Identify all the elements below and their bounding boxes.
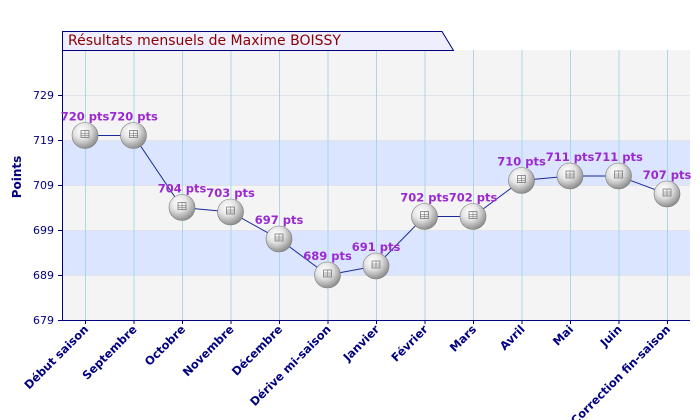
data-label: 702 pts <box>400 191 449 205</box>
x-tick-label: Janvier <box>340 322 383 365</box>
x-tick-label: Dérive mi-saison <box>247 322 334 409</box>
data-point <box>168 194 196 221</box>
data-point <box>605 162 632 190</box>
axes <box>58 38 690 324</box>
data-label: 711 pts <box>546 150 595 164</box>
x-tick-label: Mai <box>550 322 576 348</box>
data-point <box>653 180 681 208</box>
data-point <box>411 203 438 230</box>
data-label: 703 pts <box>206 186 255 200</box>
data-label: 691 pts <box>352 240 401 254</box>
x-tick-label: Juin <box>597 322 625 350</box>
y-tick-label: 699 <box>33 224 54 237</box>
data-point <box>71 122 99 149</box>
data-label: 710 pts <box>497 155 546 169</box>
data-point <box>120 122 147 149</box>
x-tick-label: Correction fin-saison <box>568 322 673 420</box>
data-label: 711 pts <box>594 150 643 164</box>
data-point <box>265 225 293 253</box>
x-tick-label: Début saison <box>21 322 91 392</box>
data-point <box>362 252 390 280</box>
x-tick-label: Février <box>388 322 430 364</box>
data-label: 702 pts <box>449 191 498 205</box>
y-tick-label: 679 <box>33 314 54 327</box>
x-tick-label: Mars <box>447 322 479 354</box>
data-point <box>508 167 535 194</box>
chart-title-box <box>62 31 454 51</box>
x-tick-label: Novembre <box>180 322 237 379</box>
data-label: 689 pts <box>303 249 352 263</box>
data-label: 704 pts <box>158 182 207 196</box>
y-tick-label: 729 <box>33 89 54 102</box>
x-tick-label: Octobre <box>142 322 189 369</box>
data-point <box>459 203 487 230</box>
y-tick-label: 719 <box>33 134 54 147</box>
x-tick-label: Avril <box>497 322 528 353</box>
data-label: 720 pts <box>61 110 110 124</box>
data-label: 697 pts <box>255 213 304 227</box>
data-point <box>217 198 244 226</box>
data-label: 720 pts <box>109 110 158 124</box>
data-point <box>556 162 584 190</box>
data-point <box>314 261 341 289</box>
data-label: 707 pts <box>643 168 692 182</box>
y-axis-label: Points <box>10 156 24 199</box>
y-tick-labels: 679 689 699 709 719 729 <box>33 89 54 327</box>
y-tick-label: 709 <box>33 179 54 192</box>
data-points <box>71 122 681 289</box>
y-tick-label: 689 <box>33 269 54 282</box>
chart-title: Résultats mensuels de Maxime BOISSY <box>68 33 341 49</box>
